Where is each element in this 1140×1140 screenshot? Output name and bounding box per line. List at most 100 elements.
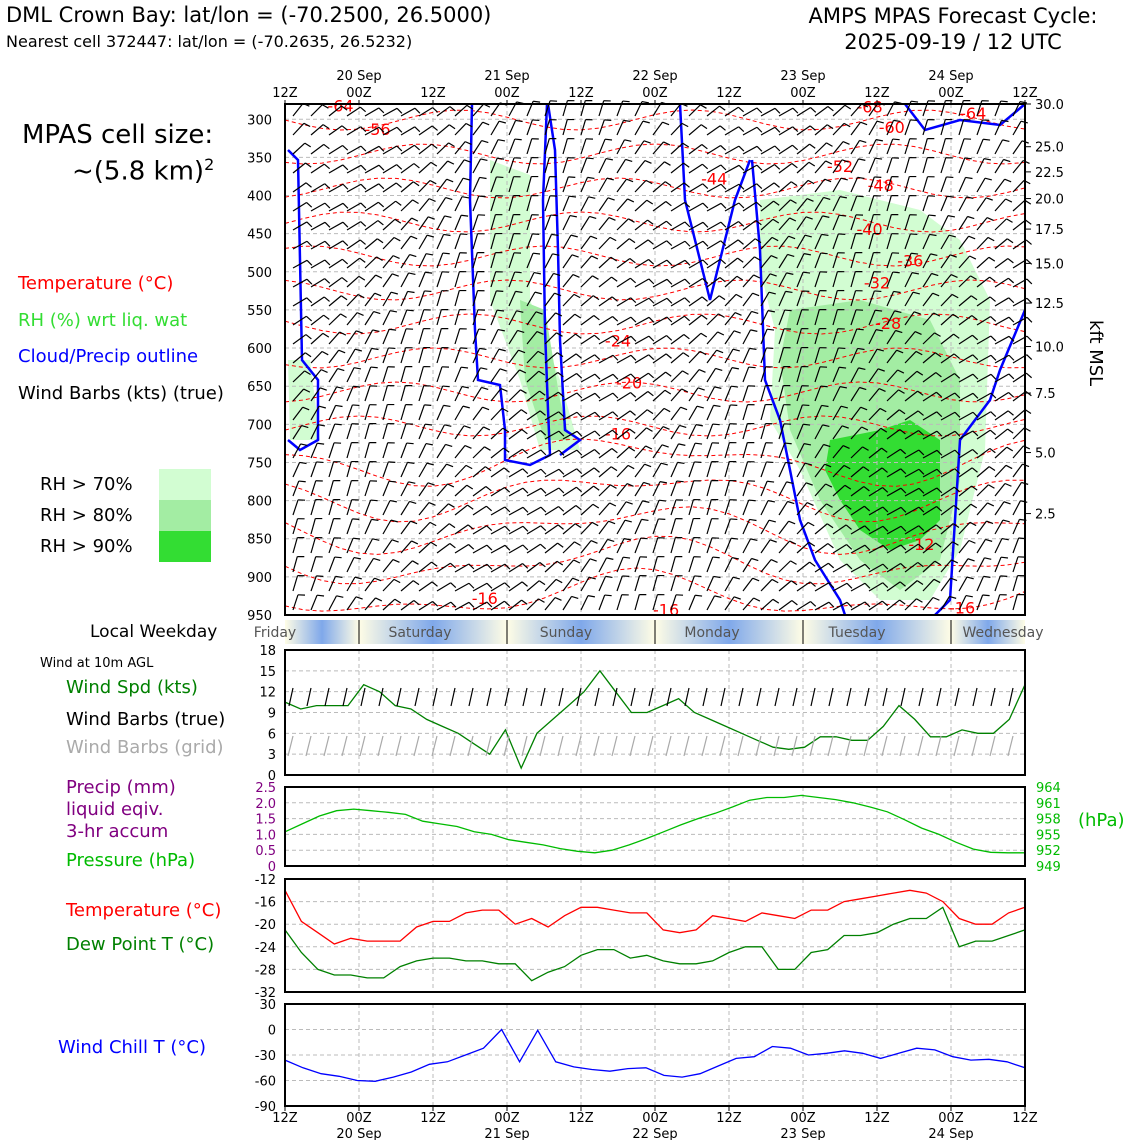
wind-barb-flag [646, 427, 653, 432]
wind-barb [760, 236, 773, 250]
wind-barb-flag [1026, 354, 1033, 360]
wind-barb-flag [969, 255, 977, 260]
wind-barb [904, 506, 920, 516]
wind-barb [328, 595, 337, 611]
wind-barb-flag [630, 354, 637, 361]
wind-barb [418, 366, 424, 383]
wind-barb-flag [875, 139, 883, 142]
wind-barb-flag [334, 423, 342, 426]
surface-wind-barb [396, 687, 402, 707]
surface-wind-barb [864, 687, 870, 707]
wind-barb-flag [719, 105, 726, 111]
wind-barb [922, 332, 935, 345]
wind-barb-flag [647, 239, 654, 245]
wind-barb-flag [899, 599, 906, 605]
wind-barb [418, 198, 430, 212]
cloud-outline [287, 149, 320, 452]
wind-barb-flag [360, 221, 367, 227]
wind-barb-flag [882, 544, 889, 551]
wind-barb-flag [394, 598, 402, 604]
wind-barb [292, 370, 305, 383]
wind-barb [472, 525, 488, 535]
wind-barb [508, 120, 517, 136]
wind-barb-flag [646, 199, 654, 205]
wind-barb [904, 195, 910, 212]
wind-barb [436, 444, 446, 459]
wind-barb [922, 411, 938, 421]
wind-barb-flag [558, 430, 565, 437]
wind-barb-flag [395, 200, 402, 206]
wind-barb [886, 214, 892, 231]
weekday-band [951, 620, 1025, 644]
wind-barb [544, 214, 552, 231]
wind-barb-flag [630, 335, 637, 342]
wind-barb [688, 259, 704, 269]
wind-barb [976, 197, 987, 212]
wind-barb [994, 538, 1003, 554]
wind-barb-flag [539, 390, 546, 396]
wind-barb-flag [679, 424, 687, 429]
wind-barb [292, 334, 307, 345]
wind-barb [904, 543, 919, 554]
wind-barb [418, 561, 432, 573]
wind-barb [652, 499, 660, 516]
wind-barb-flag [1008, 316, 1015, 323]
wind-barb [940, 313, 954, 326]
wind-barb-flag [612, 316, 619, 322]
kft-tick-label: 15.0 [1035, 257, 1064, 272]
wind-barb-flag [659, 499, 667, 502]
wind-barb-flag [936, 449, 943, 456]
wind-barb [958, 485, 972, 497]
wind-barb [940, 392, 956, 402]
wind-barb [616, 218, 629, 231]
wind-barb-flag [610, 484, 617, 489]
wind-barb-flag [611, 448, 618, 454]
grid-wind-barb [593, 735, 600, 757]
wind-barb-flag [464, 141, 472, 146]
wind-barb [670, 278, 686, 288]
wind-barb [868, 525, 884, 535]
temperature-contour-label: -16 [472, 589, 498, 608]
wind-barb-flag [539, 543, 547, 550]
temperature-contour [284, 438, 1026, 487]
wind-barb [922, 138, 928, 155]
wind-barb-flag [378, 183, 385, 190]
wind-barb [310, 424, 319, 440]
wind-barb-flag [665, 201, 672, 207]
wind-barb [526, 468, 542, 478]
grid-wind-barb [323, 735, 330, 757]
wind-barb [652, 444, 663, 459]
wind-barb [634, 179, 647, 193]
wind-barb [940, 430, 956, 440]
wind-barb-flag [589, 558, 597, 562]
wind-barb [688, 278, 703, 288]
wind-barb-flag [989, 447, 996, 454]
bottom-time-label: 12Z [568, 1111, 594, 1126]
time-height-panel: 3003504004505005506006507007508008509009… [247, 69, 1064, 624]
wind-barb [994, 139, 1004, 155]
bottom-time-label: 00Z [938, 1111, 964, 1126]
wind-barb [652, 575, 658, 592]
wind-barb [328, 442, 335, 459]
wind-barb [634, 409, 648, 421]
wind-barb-flag [540, 525, 547, 532]
wind-barb [634, 575, 641, 592]
wind-barb-flag [521, 448, 529, 455]
wind-barb-flag [431, 125, 438, 131]
bottom-date-label: 23 Sep [780, 1127, 825, 1140]
wind-barb-flag [969, 521, 977, 527]
wind-barb [328, 240, 344, 250]
wind-barb [292, 182, 307, 193]
wind-barb-flag [306, 297, 313, 304]
wind-barb [886, 389, 899, 402]
wind-barb [850, 446, 863, 459]
wind-barb [364, 404, 371, 421]
wind-barb-flag [378, 126, 385, 133]
surface-wind-barb [756, 687, 762, 707]
wind-barb-flag [625, 501, 633, 505]
wind-barb [490, 486, 505, 497]
wind-barb [652, 537, 659, 554]
wind-barb [706, 499, 712, 516]
wind-barb [436, 178, 448, 193]
wind-barb-flag [682, 352, 690, 358]
